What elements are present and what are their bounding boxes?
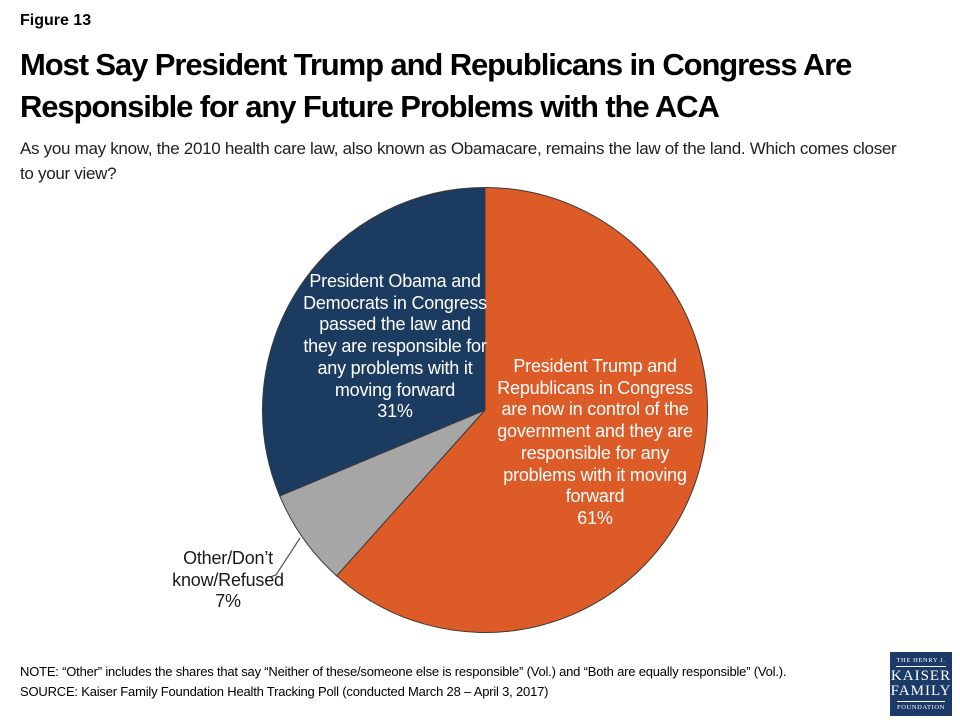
pie-slices (262, 186, 708, 633)
logo-line-family: FAMILY (890, 683, 952, 699)
slice-label-other-dont-know-refused: Other/Don’t know/Refused 7% (172, 548, 284, 612)
note-and-source: NOTE: “Other” includes the shares that s… (20, 662, 787, 702)
source-text: SOURCE: Kaiser Family Foundation Health … (20, 684, 549, 699)
logo-line-foundation: FOUNDATION (897, 701, 945, 711)
other-slice-leader-line (269, 537, 301, 578)
slice-label-trump-republicans: President Trump and Republicans in Congr… (497, 356, 693, 528)
survey-question-subtitle: As you may know, the 2010 health care la… (20, 139, 897, 183)
note-text: NOTE: “Other” includes the shares that s… (20, 664, 787, 679)
pie-slice-trump-republicans (335, 186, 708, 633)
page-title: Most Say President Trump and Republicans… (20, 47, 852, 124)
pie-chart (262, 186, 708, 633)
slice-label-obama-democrats: President Obama and Democrats in Congres… (303, 271, 487, 422)
logo-line-kaiser: KAISER (890, 668, 952, 684)
figure-label: Figure 13 (20, 12, 92, 29)
kff-foundation-logo: THE HENRY J. KAISER FAMILY FOUNDATION (890, 652, 952, 716)
pie-slice-obama-democrats (262, 186, 486, 497)
logo-line-the-henry-j: THE HENRY J. (896, 657, 946, 667)
